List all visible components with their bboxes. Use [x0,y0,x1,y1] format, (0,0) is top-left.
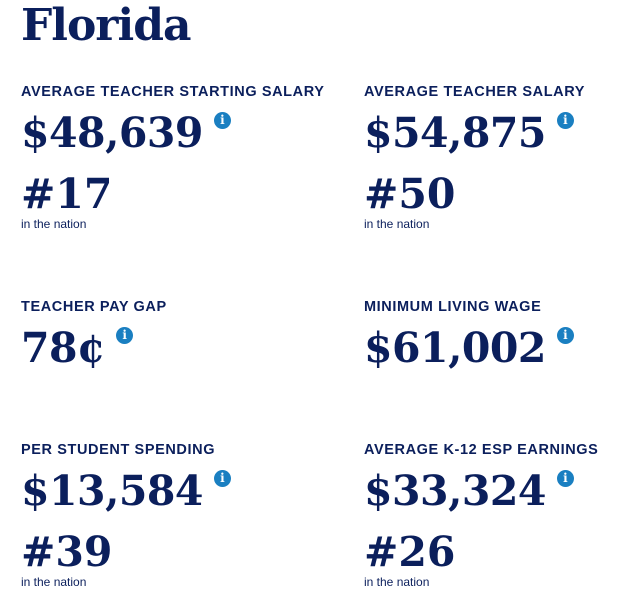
stat-esp-earnings: AVERAGE K-12 ESP EARNINGS $33,324 i #26 … [364,441,640,589]
stat-avg-salary: AVERAGE TEACHER SALARY $54,875 i #50 in … [364,83,640,231]
stat-value: $13,584 [21,467,203,515]
stat-value: $48,639 [21,109,203,157]
stat-min-living-wage: MINIMUM LIVING WAGE $61,002 i [364,298,640,376]
stat-value: $61,002 [364,324,546,372]
info-icon[interactable]: i [556,470,574,487]
stat-rank-note: in the nation [21,217,87,231]
page-title: Florida [21,0,191,51]
info-icon[interactable]: i [213,470,231,487]
info-icon[interactable]: i [556,112,574,129]
info-icon[interactable]: i [213,112,231,129]
stat-rank: #17 [21,170,113,218]
stat-value: $33,324 [364,467,546,515]
stat-rank: #50 [364,170,456,218]
stat-rank-note: in the nation [364,217,430,231]
stat-label: PER STUDENT SPENDING [21,442,216,458]
stat-value: $54,875 [364,109,546,157]
stat-value-row: 78¢ i [21,324,311,376]
stat-label: AVERAGE TEACHER STARTING SALARY [21,84,325,100]
stat-value-row: $61,002 i [364,324,640,376]
stat-value: 78¢ [21,324,106,372]
stat-value-row: $54,875 i [364,109,640,161]
stat-label: MINIMUM LIVING WAGE [364,299,542,315]
stat-label: AVERAGE K-12 ESP EARNINGS [364,442,599,458]
stat-rank: #26 [364,528,456,576]
stat-per-student-spending: PER STUDENT SPENDING $13,584 i #39 in th… [21,441,311,589]
stat-value-row: $13,584 i [21,467,311,519]
stat-label: AVERAGE TEACHER SALARY [364,84,586,100]
stat-rank-note: in the nation [21,575,87,589]
stat-avg-starting-salary: AVERAGE TEACHER STARTING SALARY $48,639 … [21,83,325,231]
stat-pay-gap: TEACHER PAY GAP 78¢ i [21,298,311,376]
stat-value-row: $33,324 i [364,467,640,519]
stat-rank-note: in the nation [364,575,430,589]
info-icon[interactable]: i [116,327,134,344]
stat-value-row: $48,639 i [21,109,311,161]
info-icon[interactable]: i [556,327,574,344]
stat-rank: #39 [21,528,113,576]
stat-label: TEACHER PAY GAP [21,299,167,315]
